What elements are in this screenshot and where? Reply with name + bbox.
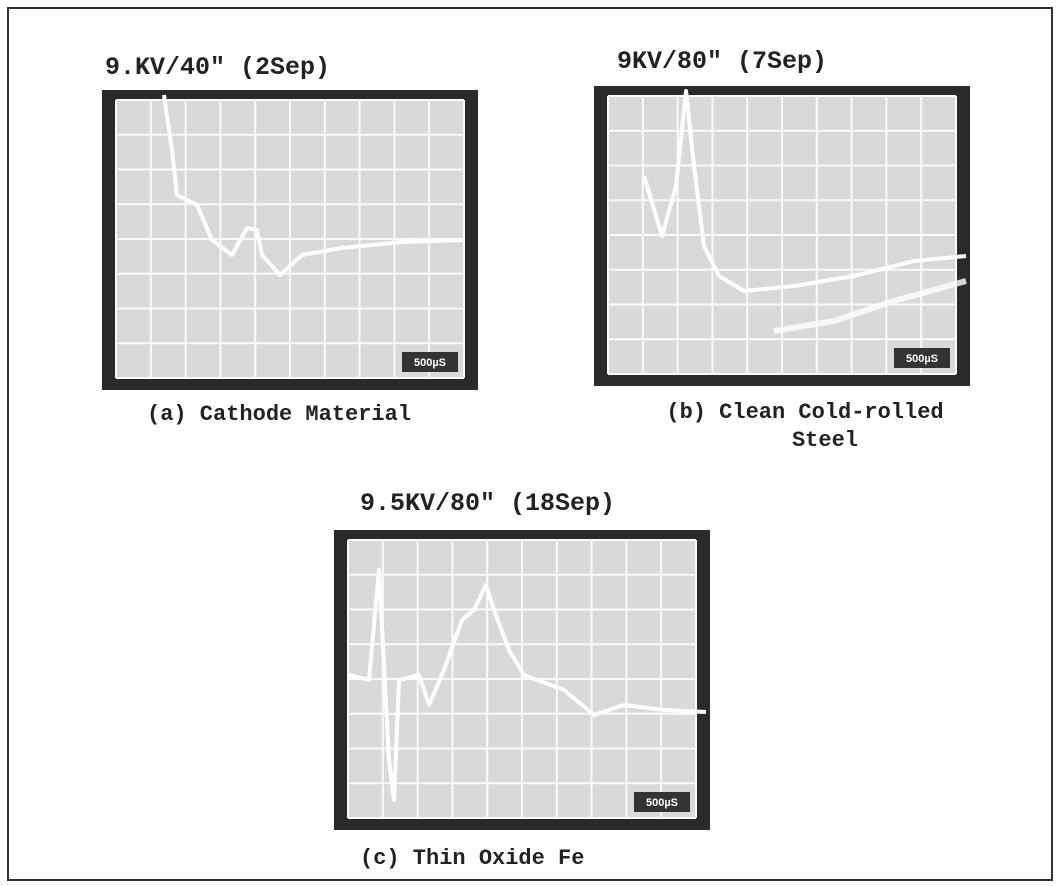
- oscilloscope-photo: 500µS: [102, 90, 478, 390]
- scale-label: 500µS: [906, 353, 938, 365]
- graticule: [115, 99, 465, 379]
- panel-caption: (c) Thin Oxide Fe: [360, 846, 584, 871]
- panel-title: 9.5KV/80" (18Sep): [360, 489, 615, 518]
- scale-label: 500µS: [414, 357, 446, 369]
- trace: [642, 89, 967, 293]
- panel-caption: (b) Clean Cold-rolled: [666, 400, 943, 425]
- oscilloscope-photo: 500µS: [334, 530, 710, 830]
- scale-box: [634, 792, 690, 812]
- scale-label: 500µS: [646, 797, 678, 809]
- trace: [773, 278, 967, 334]
- panel-caption: Steel: [792, 428, 858, 453]
- scale-box: [894, 348, 950, 368]
- scale-box: [402, 352, 458, 372]
- trace: [348, 568, 707, 802]
- oscilloscope-photo: 500µS: [594, 86, 970, 386]
- panel-caption: (a) Cathode Material: [147, 402, 411, 427]
- panel-title: 9KV/80" (7Sep): [617, 47, 827, 76]
- trace: [162, 94, 465, 277]
- panel-title: 9.KV/40" (2Sep): [105, 53, 330, 82]
